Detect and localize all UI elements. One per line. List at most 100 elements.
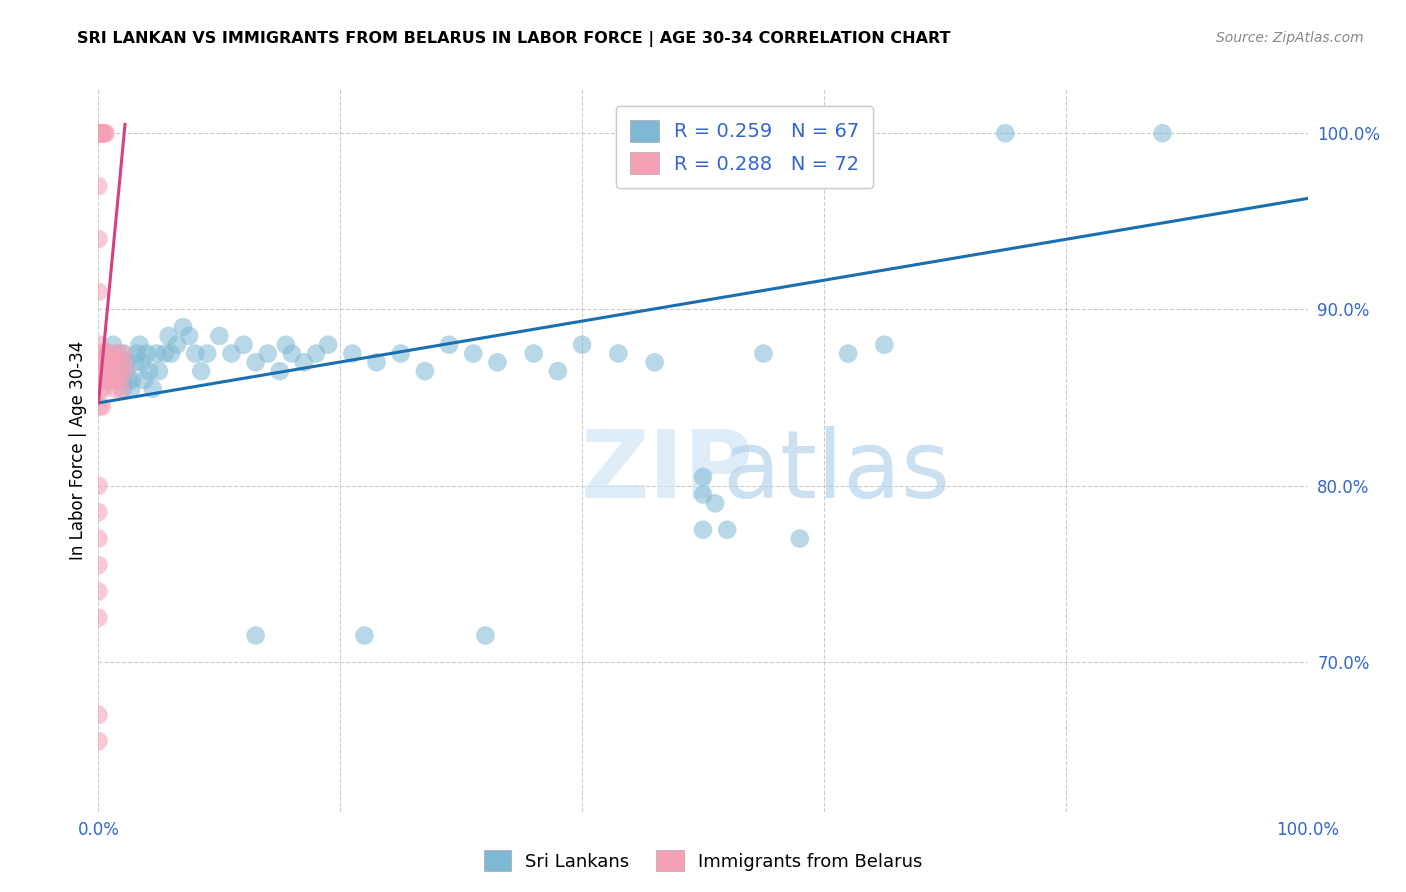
Point: [87, 285, 110, 299]
Point: [98, 355, 121, 369]
Point: [131, 355, 153, 369]
Point: [93, 373, 115, 387]
Point: [111, 382, 134, 396]
Point: [91, 126, 114, 140]
Point: [112, 346, 135, 360]
Point: [124, 355, 146, 369]
Legend: Sri Lankans, Immigrants from Belarus: Sri Lankans, Immigrants from Belarus: [477, 843, 929, 879]
Point: [148, 364, 170, 378]
Point: [110, 382, 132, 396]
Point: [994, 126, 1017, 140]
Point: [873, 337, 896, 351]
Point: [111, 346, 134, 360]
Point: [89, 364, 111, 378]
Point: [87, 126, 110, 140]
Point: [90, 126, 112, 140]
Point: [101, 364, 124, 378]
Point: [87, 126, 110, 140]
Point: [87, 232, 110, 246]
Point: [121, 373, 143, 387]
Point: [93, 346, 115, 360]
Point: [752, 346, 775, 360]
Point: [128, 337, 150, 351]
Point: [166, 337, 188, 351]
Point: [87, 734, 110, 748]
Point: [87, 505, 110, 519]
Point: [153, 346, 176, 360]
Point: [474, 628, 496, 642]
Point: [157, 329, 180, 343]
Point: [160, 346, 183, 360]
Point: [245, 355, 267, 369]
Point: [281, 346, 304, 360]
Point: [269, 364, 291, 378]
Point: [96, 355, 118, 369]
Legend: R = 0.259   N = 67, R = 0.288   N = 72: R = 0.259 N = 67, R = 0.288 N = 72: [616, 106, 873, 188]
Point: [108, 373, 131, 387]
Point: [486, 355, 509, 369]
Point: [305, 346, 328, 360]
Point: [120, 382, 142, 396]
Point: [108, 355, 131, 369]
Point: [716, 523, 738, 537]
Point: [118, 373, 141, 387]
Point: [115, 364, 138, 378]
Point: [89, 126, 111, 140]
Point: [644, 355, 666, 369]
Point: [104, 382, 127, 396]
Point: [94, 373, 117, 387]
Point: [87, 584, 110, 599]
Point: [91, 382, 114, 396]
Point: [98, 373, 121, 387]
Point: [90, 126, 112, 140]
Point: [292, 355, 315, 369]
Point: [91, 373, 114, 387]
Point: [145, 346, 167, 360]
Point: [135, 346, 157, 360]
Point: [274, 337, 297, 351]
Point: [256, 346, 278, 360]
Point: [389, 346, 412, 360]
Text: Source: ZipAtlas.com: Source: ZipAtlas.com: [1216, 31, 1364, 45]
Point: [195, 346, 218, 360]
Point: [837, 346, 859, 360]
Point: [107, 355, 129, 369]
Point: [91, 355, 114, 369]
Point: [87, 707, 110, 722]
Point: [789, 532, 811, 546]
Point: [366, 355, 388, 369]
Point: [91, 126, 114, 140]
Text: SRI LANKAN VS IMMIGRANTS FROM BELARUS IN LABOR FORCE | AGE 30-34 CORRELATION CHA: SRI LANKAN VS IMMIGRANTS FROM BELARUS IN…: [77, 31, 950, 47]
Point: [93, 126, 115, 140]
Point: [107, 346, 129, 360]
Point: [91, 400, 114, 414]
Point: [87, 611, 110, 625]
Point: [100, 355, 122, 369]
Point: [232, 337, 254, 351]
Point: [692, 523, 714, 537]
Point: [87, 126, 110, 140]
Text: ZIP: ZIP: [581, 426, 754, 518]
Point: [100, 346, 122, 360]
Point: [89, 126, 111, 140]
Point: [463, 346, 485, 360]
Point: [437, 337, 460, 351]
Point: [87, 126, 110, 140]
Point: [94, 126, 117, 140]
Point: [90, 355, 112, 369]
Point: [87, 126, 110, 140]
Point: [101, 337, 124, 351]
Point: [87, 179, 110, 194]
Point: [413, 364, 436, 378]
Y-axis label: In Labor Force | Age 30-34: In Labor Force | Age 30-34: [69, 341, 87, 560]
Point: [221, 346, 243, 360]
Point: [114, 355, 136, 369]
Point: [704, 496, 727, 510]
Point: [91, 126, 114, 140]
Point: [103, 373, 125, 387]
Point: [127, 346, 149, 360]
Point: [87, 479, 110, 493]
Point: [91, 346, 114, 360]
Point: [184, 346, 207, 360]
Point: [179, 329, 201, 343]
